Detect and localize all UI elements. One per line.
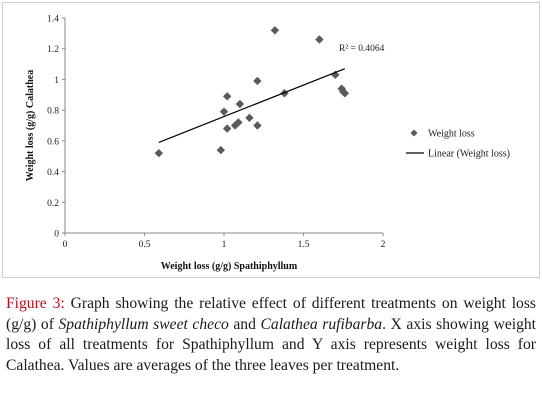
y-axis-ticks: 0 0.2 0.4 0.6 0.8 1 1.2 1.4 [47,15,65,240]
y-tick-label: 0.2 [47,199,59,209]
caption-text-1: Graph showing the relative effect of dif… [6,295,536,333]
data-point [253,76,262,86]
y-tick-label: 1.2 [47,45,59,55]
y-tick-label: 0 [54,230,59,240]
data-point [216,145,226,155]
data-point [222,124,232,133]
y-tick-label: 0.6 [47,137,59,147]
data-point [222,92,232,101]
x-tick-label: 0.5 [139,240,151,250]
data-point [234,118,243,127]
data-point [315,35,324,44]
caption-species-1: Spathiphyllum sweet checo [58,315,229,333]
data-point [270,26,280,35]
data-point [253,121,262,130]
data-point [219,107,229,116]
chart-container: 0 0.2 0.4 0.6 0.8 1 1.2 1.4 0 0.5 1 1.5 2 R² = 0.40… [2,2,540,278]
y-tick-label: 1 [54,76,59,86]
x-axis-title: Weight loss (g/g) Spathiphyllum [161,261,298,272]
y-tick-label: 0.8 [47,107,59,117]
x-axis-ticks: 0 0.5 1 1.5 2 [63,233,386,250]
caption-text-3: . X axis showing weight loss of all trea… [6,315,537,374]
data-point [245,113,254,123]
x-tick-label: 1 [222,240,227,250]
legend: Weight loss Linear (Weight loss) [406,129,510,160]
y-axis-title: Weight loss (g/g) Calathea [25,70,36,181]
legend-label-trendline: Linear (Weight loss) [428,149,510,160]
caption-species-2: Calathea rufibarba [260,315,383,333]
x-tick-label: 2 [381,240,386,250]
figure-label: Figure 3: [6,295,65,312]
caption-text-2: and [228,315,261,333]
legend-marker-diamond [410,129,418,137]
y-tick-label: 1.4 [47,15,59,25]
x-tick-label: 0 [63,240,68,250]
data-points [154,26,350,158]
y-tick-label: 0.4 [47,168,59,178]
legend-label-series: Weight loss [428,129,475,140]
data-point [235,99,245,109]
trendline [158,68,346,143]
r-squared-label: R² = 0.4064 [339,44,385,54]
figure-caption: Figure 3: Graph showing the relative eff… [6,294,536,376]
data-point [340,89,350,98]
scatter-chart: 0 0.2 0.4 0.6 0.8 1 1.2 1.4 0 0.5 1 1.5 2 R² = 0.40… [25,15,510,273]
x-tick-label: 1.5 [298,240,310,250]
data-point [154,148,164,158]
